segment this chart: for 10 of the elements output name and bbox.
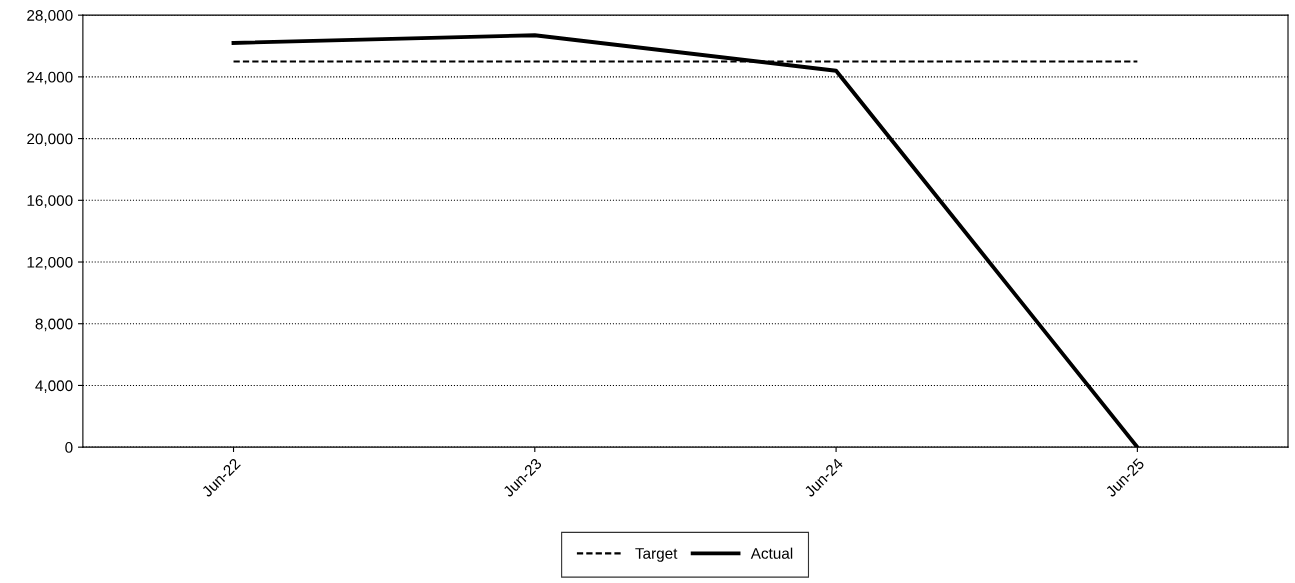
y-tick-label: 24,000 [27,71,73,85]
y-tick-label: 8,000 [35,318,73,332]
legend-label: Actual [750,547,793,559]
y-tick-label: 28,000 [27,10,73,23]
y-tick-label: 0 [65,442,73,453]
y-tick-label: 16,000 [27,195,73,208]
y-tick-label: 4,000 [35,380,73,393]
y-tick-label: 12,000 [27,256,73,270]
y-tick-label: 20,000 [27,133,73,147]
legend-label: Target [635,548,678,562]
